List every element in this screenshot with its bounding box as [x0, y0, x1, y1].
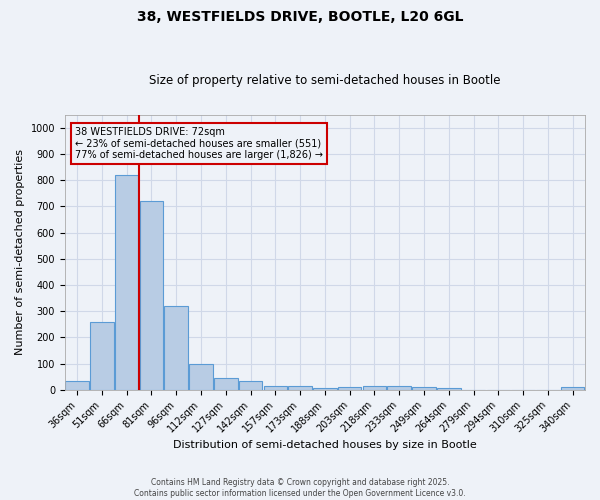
Bar — [388, 386, 411, 390]
Bar — [561, 387, 584, 390]
Bar — [239, 380, 262, 390]
X-axis label: Distribution of semi-detached houses by size in Bootle: Distribution of semi-detached houses by … — [173, 440, 477, 450]
Bar — [140, 200, 163, 390]
Title: Size of property relative to semi-detached houses in Bootle: Size of property relative to semi-detach… — [149, 74, 500, 87]
Bar — [164, 306, 188, 390]
Bar — [437, 388, 461, 390]
Bar — [263, 386, 287, 390]
Bar — [362, 386, 386, 390]
Text: 38 WESTFIELDS DRIVE: 72sqm
← 23% of semi-detached houses are smaller (551)
77% o: 38 WESTFIELDS DRIVE: 72sqm ← 23% of semi… — [75, 127, 323, 160]
Bar — [412, 386, 436, 390]
Text: Contains HM Land Registry data © Crown copyright and database right 2025.
Contai: Contains HM Land Registry data © Crown c… — [134, 478, 466, 498]
Bar — [65, 382, 89, 390]
Bar — [115, 175, 139, 390]
Bar — [289, 386, 312, 390]
Y-axis label: Number of semi-detached properties: Number of semi-detached properties — [15, 149, 25, 355]
Bar — [338, 386, 361, 390]
Text: 38, WESTFIELDS DRIVE, BOOTLE, L20 6GL: 38, WESTFIELDS DRIVE, BOOTLE, L20 6GL — [137, 10, 463, 24]
Bar — [214, 378, 238, 390]
Bar — [313, 388, 337, 390]
Bar — [90, 322, 114, 390]
Bar — [189, 364, 213, 390]
